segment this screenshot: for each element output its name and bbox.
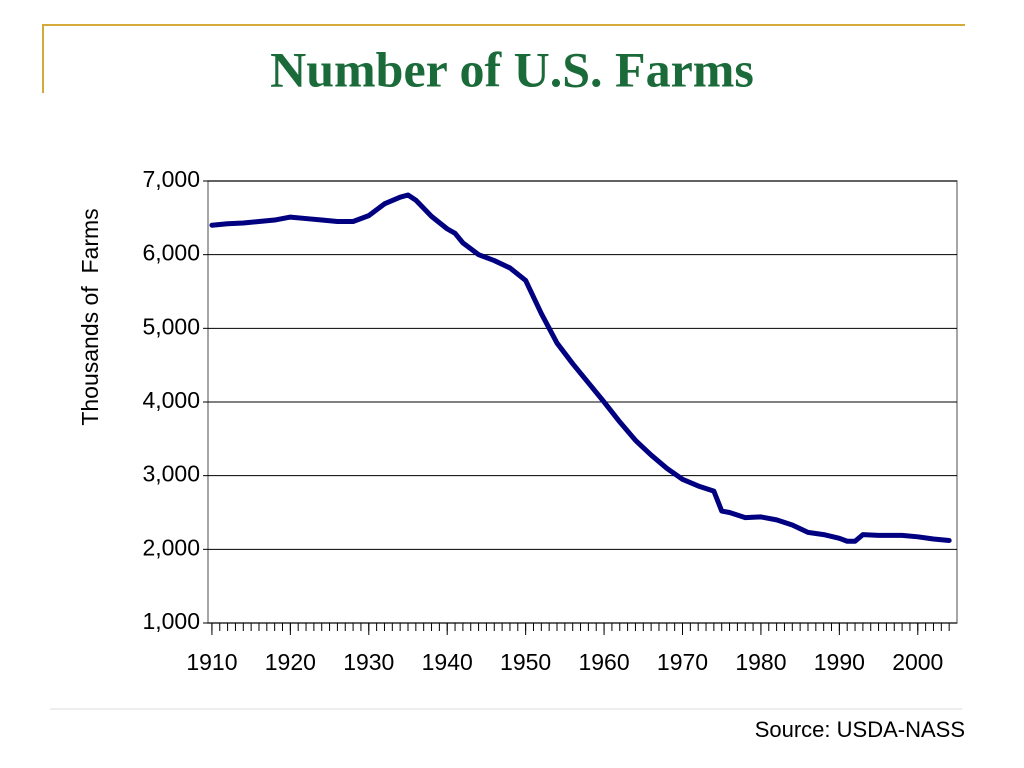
x-tick-label: 1910 <box>186 649 237 675</box>
y-tick-label: 6,000 <box>142 240 200 266</box>
y-tick-label: 3,000 <box>142 461 200 487</box>
x-tick-label: 1930 <box>343 649 394 675</box>
x-tick-label: 1980 <box>735 649 786 675</box>
x-tick-label: 1960 <box>578 649 629 675</box>
y-tick-label: 2,000 <box>142 534 200 560</box>
x-tick-label: 2000 <box>892 649 943 675</box>
x-tick-label: 1970 <box>657 649 708 675</box>
y-tick-label: 4,000 <box>142 387 200 413</box>
x-tick-label: 1950 <box>500 649 551 675</box>
x-tick-label: 1920 <box>265 649 316 675</box>
x-tick-label: 1940 <box>422 649 473 675</box>
y-axis-label: Thousands of Farms <box>77 208 103 425</box>
chart-title: Number of U.S. Farms <box>270 41 754 97</box>
data-line <box>209 192 952 544</box>
x-tick-label: 1990 <box>814 649 865 675</box>
y-tick-label: 5,000 <box>142 313 200 339</box>
y-tick-label: 7,000 <box>142 166 200 192</box>
source: Source: USDA-NASS <box>755 717 965 742</box>
y-tick-label: 1,000 <box>142 608 200 634</box>
